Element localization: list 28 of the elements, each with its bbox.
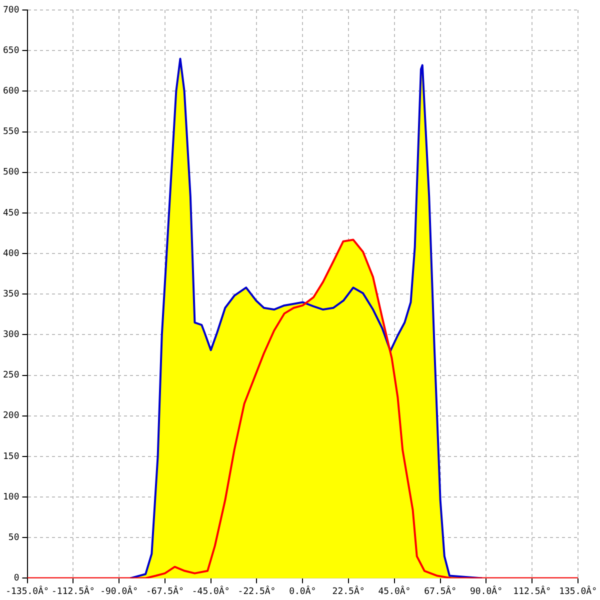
x-tick-label: 22.5Â°	[332, 584, 365, 597]
x-tick-label: -90.0Â°	[100, 584, 138, 597]
x-tick-label: -135.0Â°	[6, 584, 49, 597]
y-tick-label: 250	[2, 370, 20, 381]
y-tick-label: 600	[2, 86, 20, 97]
y-tick-label: 150	[2, 452, 20, 462]
x-tick-label: 112.5Â°	[513, 584, 552, 597]
y-tick-label: 500	[2, 168, 20, 178]
x-tick-label: -45.0Â°	[192, 584, 230, 597]
y-tick-label: 550	[2, 127, 20, 138]
y-tick-label: 350	[2, 289, 20, 300]
y-tick-label: 400	[2, 248, 20, 259]
x-tick-label: 0.0Â°	[289, 584, 316, 597]
x-tick-label: -67.5Â°	[146, 584, 184, 597]
x-tick-label: -112.5Â°	[51, 584, 95, 597]
y-tick-label: 200	[2, 411, 20, 422]
y-tick-label: 0	[14, 574, 20, 584]
x-tick-label: -22.5Â°	[238, 584, 276, 597]
x-tick-label: 67.5Â°	[424, 584, 457, 597]
x-tick-label: 135.0Â°	[559, 584, 598, 597]
y-tick-label: 300	[2, 330, 20, 340]
y-tick-label: 50	[8, 532, 20, 543]
x-tick-label: 45.0Â°	[378, 584, 411, 597]
y-tick-label: 450	[2, 208, 20, 218]
y-tick-label: 100	[2, 492, 20, 502]
y-tick-label: 700	[2, 5, 20, 16]
x-tick-label: 90.0Â°	[470, 584, 502, 597]
y-tick-label: 650	[2, 46, 20, 56]
